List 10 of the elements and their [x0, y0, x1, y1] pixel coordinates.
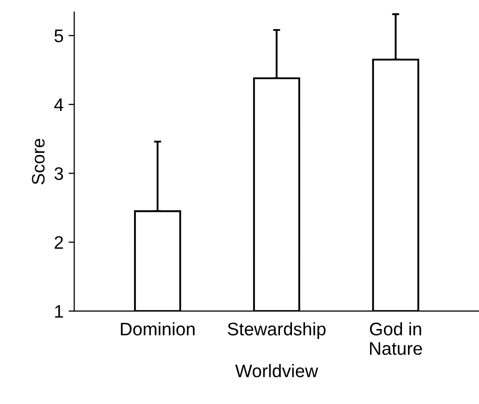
y-tick-label: 1 [55, 305, 63, 318]
y-tick-label: 2 [54, 236, 63, 249]
y-tick-label: 3 [54, 167, 64, 180]
y-tick-label: 4 [54, 98, 64, 111]
y-axis-title: Score [32, 138, 45, 184]
x-tick-label: God in Nature [370, 322, 422, 355]
y-tick-label: 5 [54, 30, 64, 42]
x-axis-title: Worldview [235, 364, 318, 378]
x-tick-label: Stewardship [228, 322, 326, 340]
x-tick-label: Dominion [120, 322, 195, 336]
